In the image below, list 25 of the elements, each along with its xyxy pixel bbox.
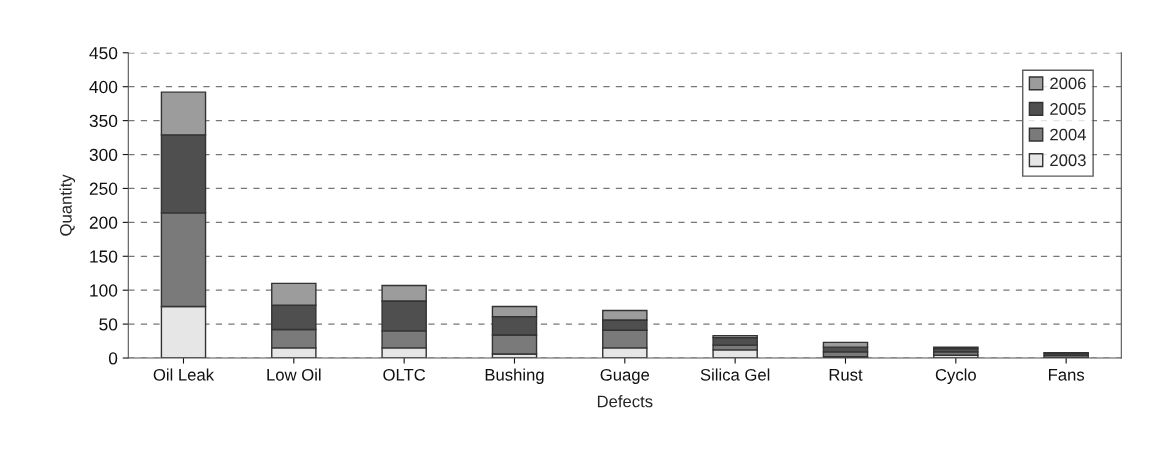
x-tick-label: Fans [1049, 369, 1085, 381]
y-tick-label: 250 [89, 182, 118, 195]
legend-label: 2004 [1050, 128, 1086, 141]
y-tick-label: 350 [89, 114, 118, 128]
y-tick-label: 450 [89, 46, 118, 60]
y-tick-label: 50 [99, 318, 118, 331]
x-tick-label: Oil Leak [153, 368, 215, 381]
y-tick-label: 300 [89, 148, 118, 161]
x-tick-label: Cyclo [935, 368, 976, 384]
x-tick-label: OLTC [383, 368, 426, 381]
x-tick-label: Silica Gel [700, 368, 770, 381]
y-tick-label: 150 [90, 250, 118, 263]
y-tick-label: 100 [90, 284, 118, 297]
y-tick-label: 200 [89, 216, 118, 229]
x-tick-label: Guage [600, 368, 650, 384]
x-tick-label: Bushing [485, 368, 544, 384]
legend-label: 2005 [1050, 103, 1086, 115]
x-tick-label: Low Oil [267, 368, 321, 381]
x-tick-label: Rust [829, 369, 863, 381]
x-axis-title: Defects [597, 395, 653, 408]
y-tick-label: 0 [108, 352, 118, 365]
legend-label: 2003 [1050, 154, 1086, 167]
y-tick-label: 400 [89, 80, 118, 94]
y-axis-title: Quantity [59, 174, 76, 236]
legend-label: 2006 [1050, 77, 1086, 90]
